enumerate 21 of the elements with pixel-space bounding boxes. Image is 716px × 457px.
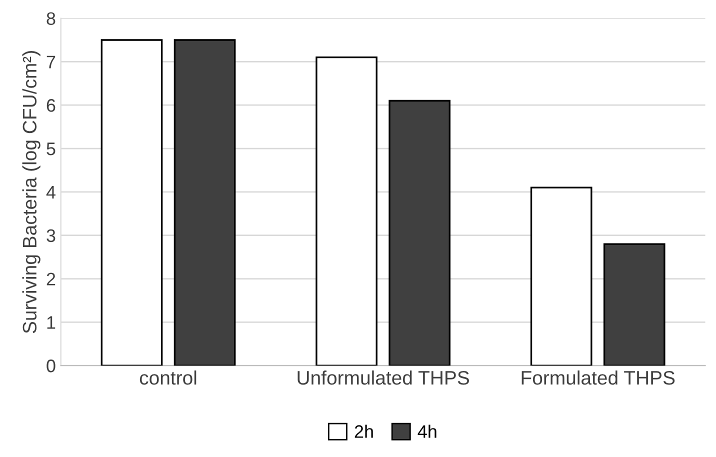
x-tick-label: Unformulated THPS <box>298 370 469 385</box>
y-tick-label: 2 <box>46 272 56 286</box>
bar <box>530 186 592 366</box>
bar <box>174 39 236 366</box>
legend-label: 2h <box>354 424 373 438</box>
bar <box>388 100 450 366</box>
legend-label: 4h <box>418 424 436 438</box>
y-tick-label: 7 <box>46 56 56 68</box>
y-tick-label: 0 <box>46 360 56 372</box>
y-tick-label: 4 <box>46 186 56 198</box>
bar <box>100 39 163 366</box>
y-tick-label: 1 <box>47 316 56 329</box>
y-tick-label: 8 <box>46 12 56 25</box>
y-axis-title: Surviving Bacteria (log CFU/cm²) <box>22 51 40 334</box>
y-tick-label: 6 <box>46 99 56 112</box>
y-tick-label: 3 <box>46 229 56 242</box>
y-tick-label: 5 <box>46 142 56 156</box>
x-tick-label: control <box>140 370 196 385</box>
x-tick-label: Formulated THPS <box>522 370 675 385</box>
bar <box>316 56 378 366</box>
bar <box>603 243 666 366</box>
